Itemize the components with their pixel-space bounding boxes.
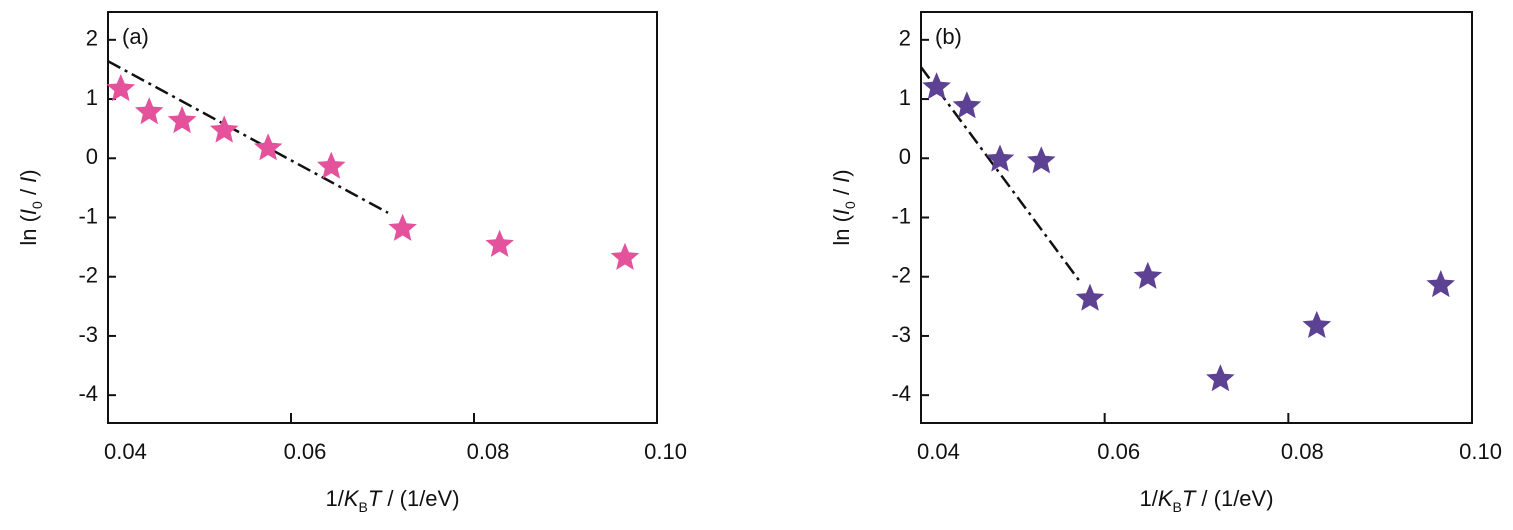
x-tick-label: 0.10 xyxy=(1459,439,1502,464)
y-tick-label: -4 xyxy=(891,381,911,406)
y-tick-label: -1 xyxy=(78,203,98,228)
x-label-part: B xyxy=(1173,499,1182,515)
x-tick-label: 0.04 xyxy=(104,439,147,464)
star-point xyxy=(1302,310,1332,338)
x-label-part: / (1/eV) xyxy=(381,486,459,511)
star-point xyxy=(209,115,239,143)
x-tick-label: 0.08 xyxy=(1281,439,1324,464)
x-label-part: 1/ xyxy=(325,486,344,511)
y-label-part: ln ( xyxy=(16,214,41,245)
y-tick-label: -4 xyxy=(78,381,98,406)
y-label-part: 0 xyxy=(29,201,45,209)
y-label-part: / xyxy=(16,183,41,201)
x-label-part: T xyxy=(368,486,383,511)
star-point xyxy=(134,97,164,125)
star-point xyxy=(253,133,283,161)
star-point xyxy=(1426,270,1455,298)
y-label-part: ) xyxy=(16,169,41,176)
y-label-part: I xyxy=(16,209,41,215)
x-tick-label: 0.06 xyxy=(1097,439,1140,464)
star-point xyxy=(922,72,951,100)
star-point xyxy=(952,91,982,119)
star-point xyxy=(388,213,417,241)
panel: 2 1 0 -1 -2 -3 -4 0.04 0.06 0.08 0.10 (a) 1/KBT / (1… xyxy=(16,11,687,515)
fit-line xyxy=(107,60,389,214)
y-label-part: I xyxy=(16,177,41,183)
x-tick-label: 0.08 xyxy=(467,439,510,464)
y-tick-label: -3 xyxy=(78,322,98,347)
y-label-part: ln ( xyxy=(829,214,854,245)
star-point xyxy=(1206,364,1235,392)
y-tick-label: 1 xyxy=(899,85,911,110)
x-label-part: 1/ xyxy=(1139,486,1158,511)
star-point xyxy=(106,74,136,102)
x-label-part: / (1/eV) xyxy=(1195,486,1273,511)
y-label-part: I xyxy=(829,209,854,215)
star-point xyxy=(1133,261,1163,289)
plot-frame xyxy=(107,11,658,424)
star-point xyxy=(1027,146,1056,174)
y-axis-label: ln (I0 / I) xyxy=(829,169,858,245)
star-point xyxy=(1075,283,1105,311)
y-tick-label: 0 xyxy=(86,144,98,169)
x-axis-label: 1/KBT / (1/eV) xyxy=(325,486,459,515)
star-point xyxy=(485,229,514,257)
star-point xyxy=(317,151,346,179)
x-tick-label: 0.10 xyxy=(644,439,687,464)
y-tick-label: -2 xyxy=(78,263,98,288)
panel: 2 1 0 -1 -2 -3 -4 0.04 0.06 0.08 0.10 (b) 1/KBT / (1… xyxy=(829,11,1502,515)
x-tick-label: 0.04 xyxy=(917,439,960,464)
plot-frame xyxy=(920,11,1473,424)
y-tick-label: 0 xyxy=(899,144,911,169)
panel-label: (b) xyxy=(935,24,962,49)
y-tick-label: -3 xyxy=(891,322,911,347)
y-tick-label: 1 xyxy=(86,85,98,110)
y-label-part: I xyxy=(829,177,854,183)
y-tick-label: 2 xyxy=(899,26,911,51)
y-tick-label: -1 xyxy=(891,203,911,228)
x-label-part: K xyxy=(344,486,360,511)
y-label-part: 0 xyxy=(842,201,858,209)
star-point xyxy=(610,242,640,270)
star-point xyxy=(167,106,197,134)
y-tick-label: -2 xyxy=(891,263,911,288)
x-label-part: B xyxy=(359,499,368,515)
fit-line xyxy=(919,66,1081,283)
x-label-part: T xyxy=(1182,486,1197,511)
x-label-part: K xyxy=(1158,486,1174,511)
panel-label: (a) xyxy=(122,24,149,49)
y-tick-label: 2 xyxy=(86,26,98,51)
y-label-part: ) xyxy=(829,169,854,176)
y-label-part: / xyxy=(829,183,854,201)
star-point xyxy=(985,144,1015,172)
x-tick-label: 0.06 xyxy=(284,439,327,464)
y-axis-label: ln (I0 / I) xyxy=(16,169,45,245)
x-axis-label: 1/KBT / (1/eV) xyxy=(1139,486,1273,515)
